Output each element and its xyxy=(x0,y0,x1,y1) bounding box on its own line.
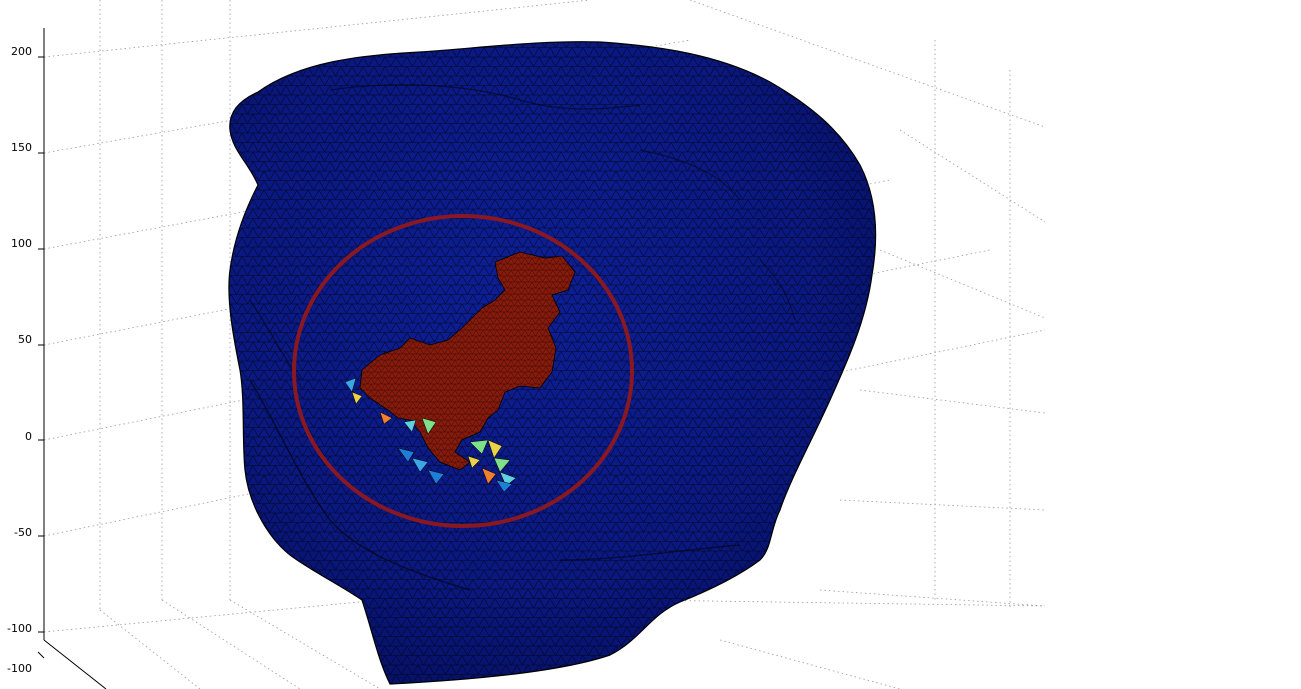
patch-blue xyxy=(495,479,513,493)
highlight-circle xyxy=(292,214,634,528)
patch-blue xyxy=(397,447,415,463)
z-tick-label: -50 xyxy=(14,526,32,539)
activation-region xyxy=(344,251,576,493)
patch-orange xyxy=(379,411,393,425)
axis-lines xyxy=(37,28,107,689)
patch-cyan xyxy=(499,471,517,487)
z-tick-label: 200 xyxy=(11,45,32,58)
patch-yellow xyxy=(467,455,481,469)
patch-green xyxy=(469,439,489,455)
y-axis-ticks: -100 xyxy=(7,662,32,675)
patch-cyan xyxy=(344,377,357,393)
patch-orange xyxy=(481,467,497,485)
patch-cyan xyxy=(411,457,429,473)
patch-green xyxy=(493,457,511,473)
z-tick-label: -100 xyxy=(7,622,32,635)
z-tick-label: 150 xyxy=(11,141,32,154)
z-tick-label: 100 xyxy=(11,237,32,250)
z-axis-ticks: 200 150 100 50 0 -50 -100 xyxy=(7,45,32,635)
z-tick-label: 50 xyxy=(18,333,32,346)
patch-blue xyxy=(427,469,445,485)
patch-yellow xyxy=(487,439,503,459)
y-tick-label: -100 xyxy=(7,662,32,675)
patch-green xyxy=(421,417,437,435)
patch-cyan xyxy=(403,419,417,433)
patch-yellow xyxy=(351,391,363,405)
z-tick-label: 0 xyxy=(25,430,32,443)
